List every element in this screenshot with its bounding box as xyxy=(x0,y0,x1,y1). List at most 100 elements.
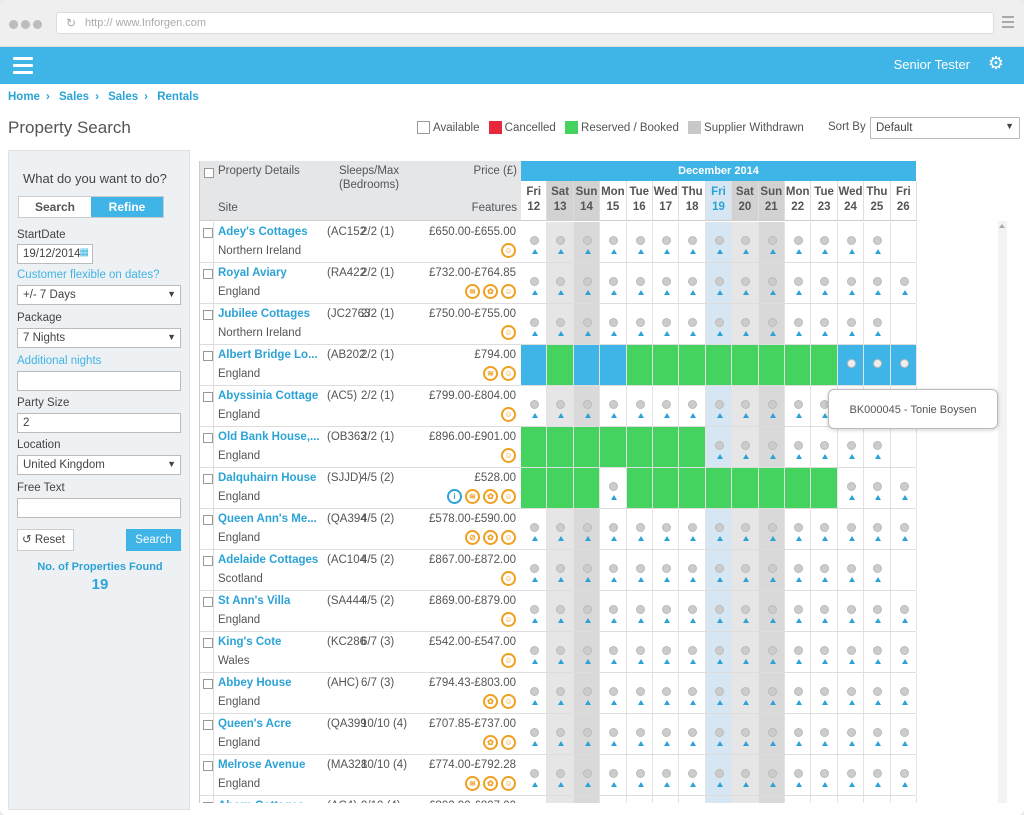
day-cell[interactable] xyxy=(811,550,838,590)
day-cell[interactable] xyxy=(811,345,838,385)
day-cell[interactable] xyxy=(758,509,785,549)
day-cell[interactable] xyxy=(891,591,917,631)
availability-dot[interactable] xyxy=(635,769,645,778)
party-size-field[interactable]: 2 xyxy=(17,413,181,433)
day-cell[interactable] xyxy=(600,263,627,303)
day-cell[interactable] xyxy=(547,222,574,262)
day-cell[interactable] xyxy=(653,222,680,262)
day-cell[interactable] xyxy=(627,304,653,344)
day-cell[interactable] xyxy=(653,714,680,754)
vertical-scrollbar[interactable] xyxy=(998,221,1007,803)
table-row[interactable]: Adelaide Cottages (AC104 4/5 (2) £867.00-£8… xyxy=(200,550,917,591)
day-cell[interactable] xyxy=(627,591,653,631)
availability-dot[interactable] xyxy=(873,318,883,327)
day-cell[interactable] xyxy=(573,673,601,713)
property-name[interactable]: Abyssinia Cottage xyxy=(218,390,319,402)
availability-dot[interactable] xyxy=(899,277,909,286)
day-cell[interactable] xyxy=(838,263,865,303)
day-cell[interactable] xyxy=(864,263,891,303)
availability-dot[interactable] xyxy=(556,605,566,614)
availability-dot[interactable] xyxy=(846,769,856,778)
day-cell[interactable] xyxy=(547,509,574,549)
day-cell[interactable] xyxy=(573,304,601,344)
availability-dot[interactable] xyxy=(820,318,830,327)
availability-dot[interactable] xyxy=(873,523,883,532)
table-row[interactable]: King's Cote (KC286 6/7 (3) £542.00-£547.00 W… xyxy=(200,632,917,673)
day-cell[interactable] xyxy=(547,591,574,631)
availability-dot[interactable] xyxy=(767,769,777,778)
availability-dot[interactable] xyxy=(688,769,698,778)
availability-dot[interactable] xyxy=(820,564,830,573)
day-cell[interactable] xyxy=(811,796,838,803)
availability-dot[interactable] xyxy=(635,564,645,573)
breadcrumb-rentals[interactable]: Rentals xyxy=(157,91,199,103)
property-name[interactable]: Melrose Avenue xyxy=(218,759,306,771)
day-cell[interactable] xyxy=(890,345,917,385)
availability-dot[interactable] xyxy=(582,769,592,778)
day-cell[interactable] xyxy=(573,796,601,803)
day-cell[interactable] xyxy=(785,632,812,672)
availability-dot[interactable] xyxy=(582,400,592,409)
availability-dot[interactable] xyxy=(635,728,645,737)
availability-dot[interactable] xyxy=(714,236,724,245)
day-cell[interactable] xyxy=(732,591,759,631)
availability-dot[interactable] xyxy=(556,646,566,655)
day-cell[interactable] xyxy=(864,796,891,803)
availability-dot[interactable] xyxy=(662,523,671,532)
availability-dot[interactable] xyxy=(714,277,724,286)
breadcrumb-home[interactable]: Home xyxy=(8,91,40,103)
day-cell[interactable] xyxy=(521,550,548,590)
browser-menu-icon[interactable] xyxy=(1002,16,1014,31)
day-cell[interactable] xyxy=(600,796,627,803)
day-cell[interactable] xyxy=(732,345,759,385)
property-name[interactable]: Queen Ann's Me... xyxy=(218,513,317,525)
day-cell[interactable] xyxy=(679,222,706,262)
availability-dot[interactable] xyxy=(846,318,856,327)
day-cell[interactable] xyxy=(600,673,627,713)
reset-button[interactable]: ↺ Reset xyxy=(17,529,74,551)
day-cell[interactable] xyxy=(547,468,574,508)
day-cell[interactable] xyxy=(758,304,785,344)
additional-nights-field[interactable] xyxy=(17,371,181,391)
availability-dot[interactable] xyxy=(820,646,830,655)
availability-dot[interactable] xyxy=(741,236,751,245)
row-checkbox[interactable] xyxy=(203,310,213,320)
availability-dot[interactable] xyxy=(820,523,830,532)
day-cell[interactable] xyxy=(627,673,653,713)
day-cell[interactable] xyxy=(891,304,917,344)
row-checkbox[interactable] xyxy=(203,638,213,648)
availability-dot[interactable] xyxy=(873,769,883,778)
day-cell[interactable] xyxy=(758,673,785,713)
availability-dot[interactable] xyxy=(820,687,830,696)
tab-refine[interactable]: Refine xyxy=(91,197,163,217)
day-cell[interactable] xyxy=(811,427,838,467)
day-cell[interactable] xyxy=(811,263,838,303)
availability-dot[interactable] xyxy=(688,277,698,286)
availability-dot[interactable] xyxy=(714,441,724,450)
property-name[interactable]: St Ann's Villa xyxy=(218,595,291,607)
day-cell[interactable] xyxy=(521,755,548,795)
day-cell[interactable] xyxy=(653,591,680,631)
availability-dot[interactable] xyxy=(741,523,751,532)
day-cell[interactable] xyxy=(758,632,785,672)
user-name[interactable]: Senior Tester xyxy=(893,57,970,72)
row-checkbox[interactable] xyxy=(203,474,213,484)
availability-dot[interactable] xyxy=(741,277,751,286)
day-cell[interactable] xyxy=(653,796,680,803)
availability-dot[interactable] xyxy=(530,769,539,778)
availability-dot[interactable] xyxy=(609,728,619,737)
day-cell[interactable] xyxy=(626,345,653,385)
table-row[interactable]: Old Bank House,... (OB363 2/2 (1) £896.00-£… xyxy=(200,427,917,468)
availability-dot[interactable] xyxy=(767,646,777,655)
day-cell[interactable] xyxy=(811,304,838,344)
availability-dot[interactable] xyxy=(688,646,698,655)
day-cell[interactable] xyxy=(547,796,574,803)
availability-dot[interactable] xyxy=(609,646,619,655)
availability-dot[interactable] xyxy=(767,523,777,532)
day-cell[interactable] xyxy=(679,386,706,426)
day-cell[interactable] xyxy=(521,796,548,803)
day-cell[interactable] xyxy=(627,755,653,795)
availability-dot[interactable] xyxy=(767,605,777,614)
availability-dot[interactable] xyxy=(556,400,566,409)
day-cell[interactable] xyxy=(785,468,812,508)
